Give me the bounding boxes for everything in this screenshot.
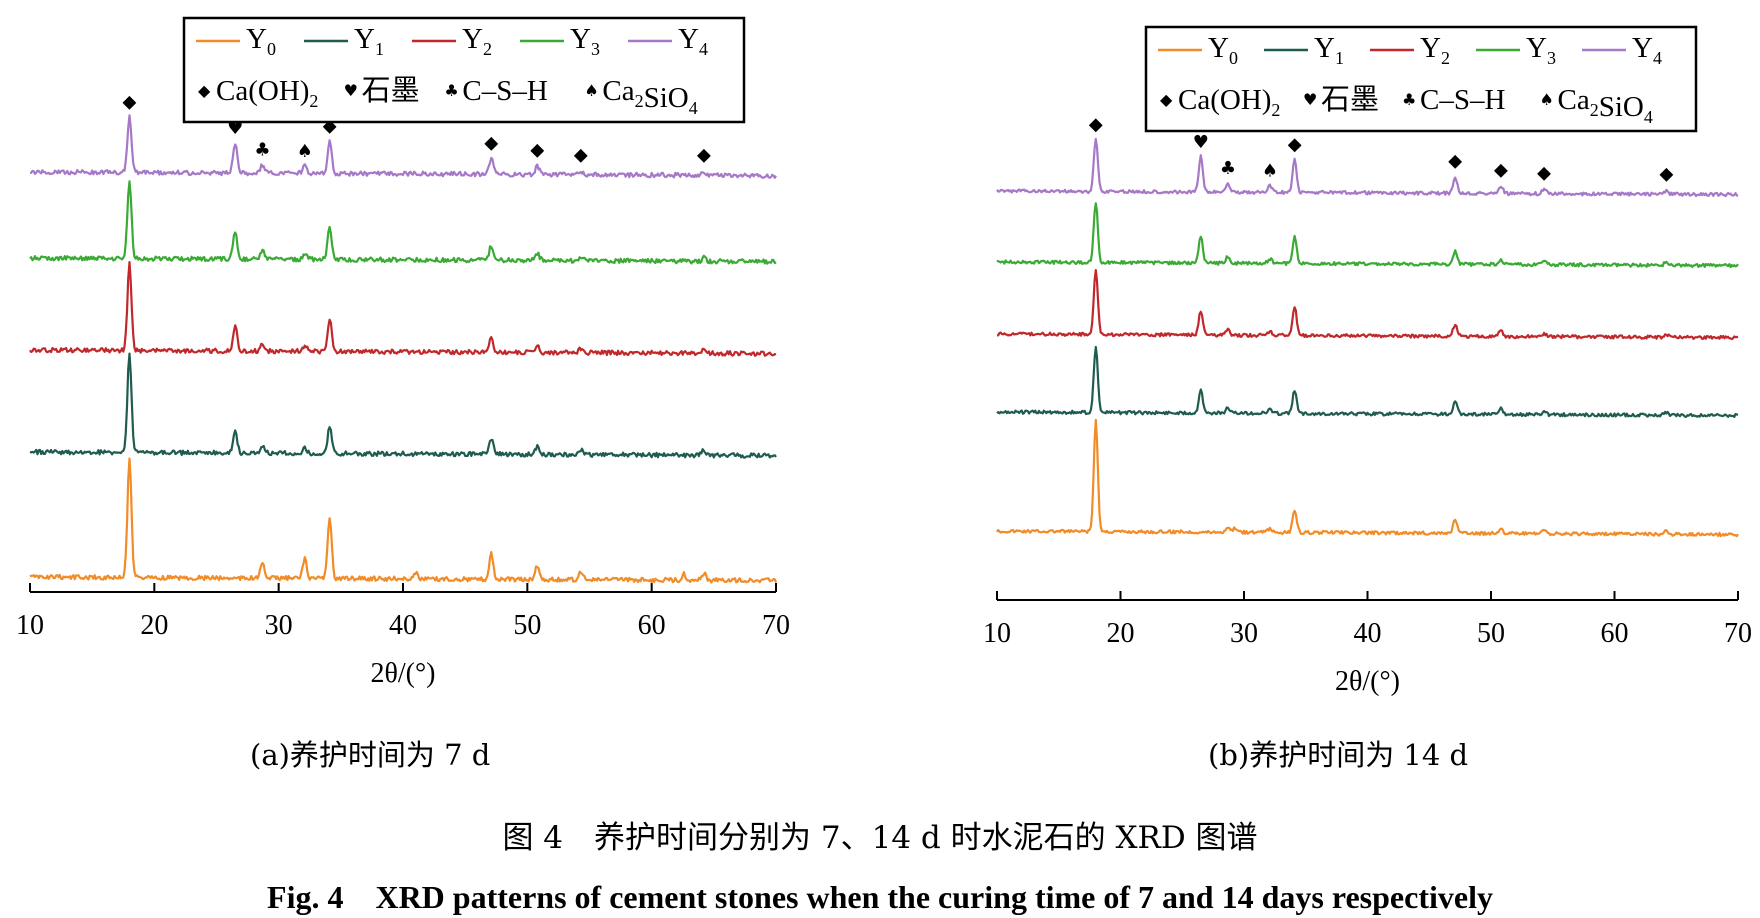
series-line-y3 [996,202,1739,269]
phase-marker: ◆ [530,140,544,161]
legend-box [182,16,746,124]
legend-phase-label: Ca(OH)2 [1178,84,1280,120]
phase-marker: ♣ [1220,158,1236,179]
series-line-y2 [996,269,1739,341]
legend-series-label: Y4 [678,23,708,59]
x-tick-label: 40 [389,610,417,641]
legend-series-label: Y2 [462,23,492,59]
phase-marker: ♥ [1193,132,1209,153]
phase-marker: ◆ [1494,159,1508,180]
series-line-y3 [29,180,777,265]
legend-series-label: Y3 [570,23,600,59]
legend-phase-label: Ca(OH)2 [216,75,318,111]
legend-series-label: Y1 [1314,32,1344,68]
series-line-y4 [996,137,1739,198]
legend-phase-label: C–S–H [462,75,547,107]
series-line-y1 [996,345,1739,419]
phase-marker: ◆ [484,132,498,153]
phase-marker: ◆ [1659,164,1673,185]
series-line-y1 [29,352,777,459]
legend-phase-symbol: ♠ [584,81,598,100]
x-tick-label: 50 [1477,618,1505,649]
legend-phase-symbol: ♣ [1402,90,1416,109]
legend-phase-label: C–S–H [1420,84,1505,116]
x-tick-label: 20 [140,610,168,641]
x-tick-label: 70 [762,610,790,641]
phase-marker: ◆ [574,144,588,165]
legend-phase-symbol: ◆ [198,81,211,100]
legend-phase-label: Ca2SiO4 [602,75,697,118]
legend-series-label: Y4 [1632,32,1662,68]
phase-marker: ◆ [1448,151,1462,172]
legend-phase-symbol: ♠ [1540,90,1554,109]
phase-marker: ♠ [1262,160,1278,181]
series-line-y0 [29,457,778,584]
legend-phase-symbol: ♥ [344,81,358,100]
legend-phase-symbol: ◆ [1160,90,1173,109]
phase-marker: ◆ [1089,114,1103,135]
x-tick-label: 50 [513,610,541,641]
legend-phase-label: 石墨 [1321,84,1379,116]
legend-series-label: Y0 [246,23,276,59]
x-tick-label: 70 [1724,618,1752,649]
phase-marker: ◆ [1288,134,1302,155]
legend-series-label: Y0 [1208,32,1238,68]
phase-marker: ♣ [254,140,270,161]
figure-caption-english: Fig. 4 XRD patterns of cement stones whe… [267,879,1493,915]
legend-phase-label: Ca2SiO4 [1558,84,1653,127]
legend-phase-symbol: ♣ [444,81,458,100]
x-tick-label: 60 [1601,618,1629,649]
subcaption-a: (a)养护时间为 7 d [250,738,491,772]
legend-series-label: Y3 [1526,32,1556,68]
legend-series-label: Y2 [1420,32,1450,68]
figure-caption-chinese: 图 4 养护时间分别为 7、14 d 时水泥石的 XRD 图谱 [502,820,1258,856]
x-tick-label: 10 [16,610,44,641]
legend-series-label: Y1 [354,23,384,59]
x-tick-label: 60 [638,610,666,641]
legend: Y0 Y1 Y2 Y3 Y4 ◆ Ca(OH)2 ♥ 石墨 ♣ C–S–H ♠ Ca2SiO4 [182,16,746,124]
series-line-y2 [29,261,777,357]
legend-phase-symbol: ♥ [1303,90,1317,109]
x-tick-label: 20 [1107,618,1135,649]
x-axis-label: 2θ/(°) [1335,666,1400,697]
legend-phase-label: 石墨 [362,75,420,107]
series-line-y4 [30,114,777,179]
legend: Y0 Y1 Y2 Y3 Y4 ◆ Ca(OH)2 ♥ 石墨 ♣ C–S–H ♠ Ca2SiO4 [1144,25,1698,133]
phase-marker: ◆ [123,92,137,113]
subcaption-b: (b)养护时间为 14 d [1208,738,1469,772]
x-tick-label: 30 [1230,618,1258,649]
chart-panel-b: 10 20 30 40 50 60 70 2θ/(°) ◆ ♥ ♣ ♠ ◆ ◆ ◆ ◆ ◆ Y0 Y1 Y2 Y3 Y4 ◆… [983,25,1752,697]
legend-box [1144,25,1698,133]
x-tick-label: 10 [983,618,1011,649]
series-line-y0 [996,418,1739,538]
x-tick-label: 30 [265,610,293,641]
phase-marker: ♠ [297,141,313,162]
x-axis-label: 2θ/(°) [370,658,435,689]
phase-marker: ◆ [1537,163,1551,184]
x-tick-label: 40 [1354,618,1382,649]
phase-marker: ◆ [697,144,711,165]
